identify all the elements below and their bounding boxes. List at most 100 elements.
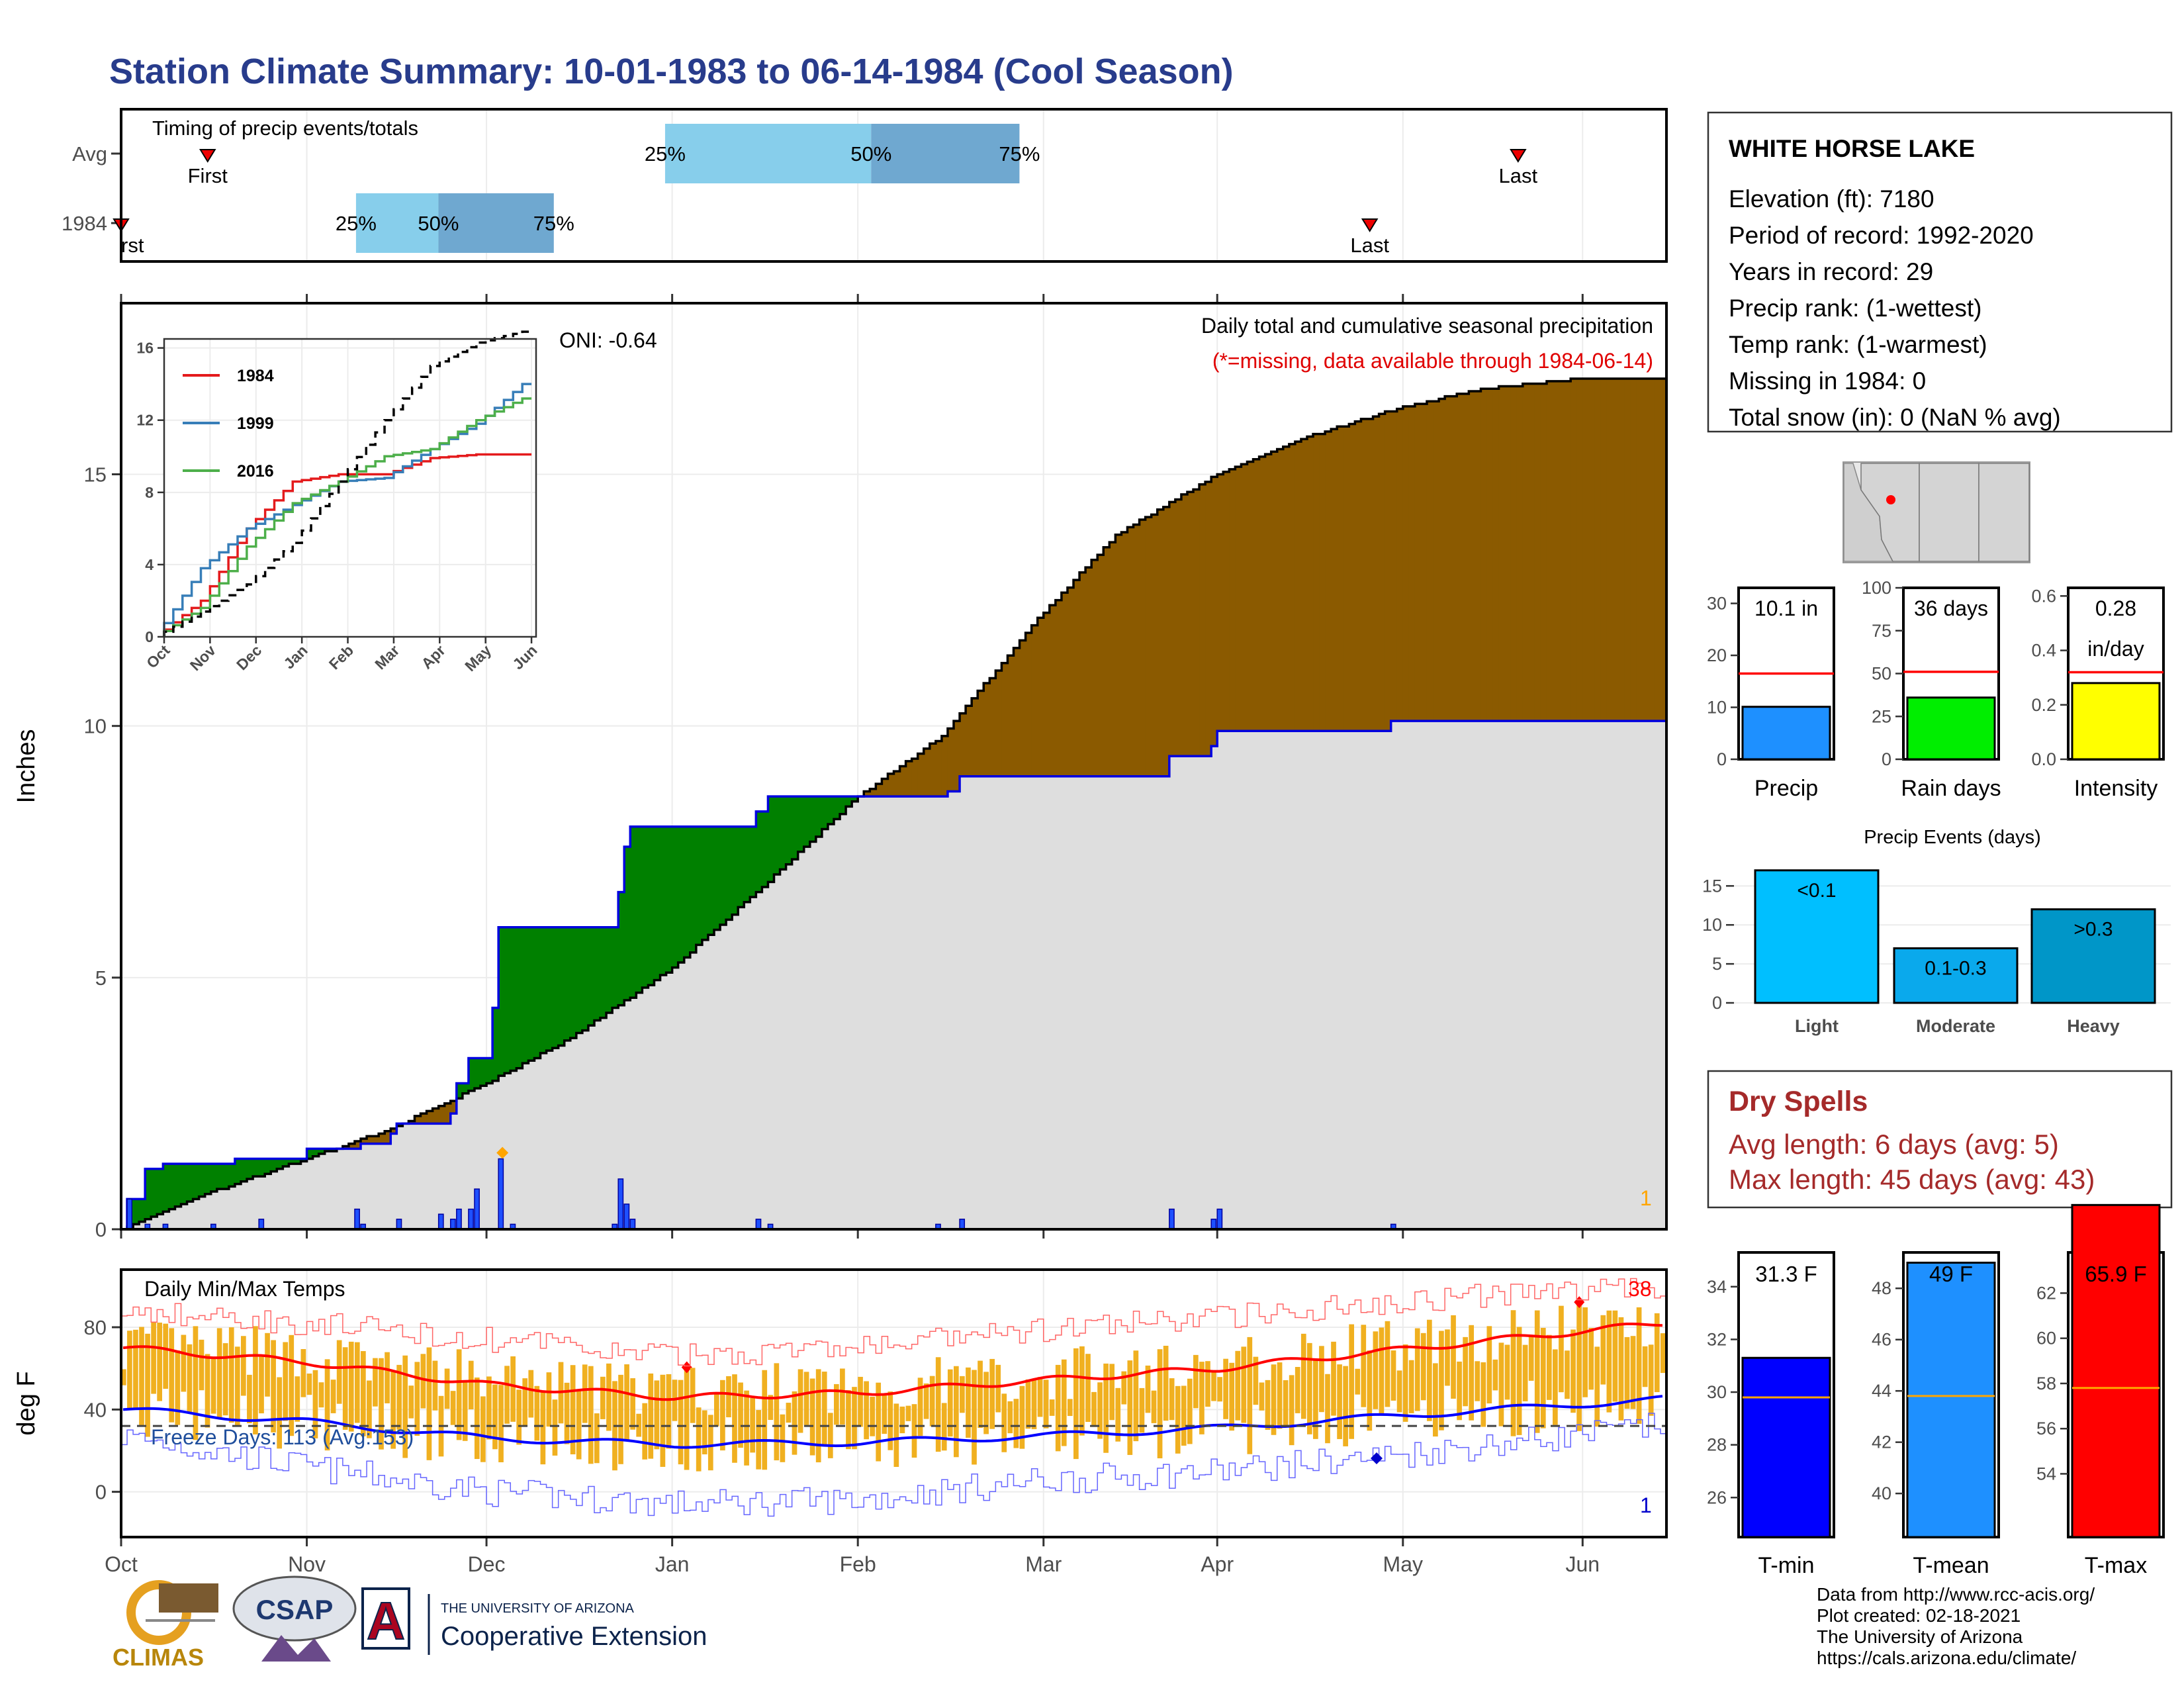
daily-temp-bar xyxy=(809,1378,815,1456)
precip-surplus-area xyxy=(175,1164,182,1207)
daily-temp-bar xyxy=(1570,1329,1576,1413)
daily-temp-bar xyxy=(145,1333,150,1437)
daily-temp-bar xyxy=(1600,1315,1606,1385)
daily-temp-bar xyxy=(738,1382,743,1448)
temp-bar-tick-label: 60 xyxy=(2036,1329,2056,1348)
temp-bar-tick-label: 62 xyxy=(2036,1283,2056,1303)
record-high-marker xyxy=(681,1361,692,1374)
precip-surplus-area xyxy=(139,1199,146,1222)
precip-deficit-area xyxy=(1480,389,1488,722)
dry-spells-max: Max length: 45 days (avg: 43) xyxy=(1729,1164,2095,1195)
daily-temp-bar xyxy=(1576,1302,1582,1431)
footer: CLIMAS CSAP A THE UNIVERSITY OF ARIZONA Coop… xyxy=(113,1575,2095,1671)
precip-surplus-area xyxy=(265,1158,271,1174)
daily-temp-bar xyxy=(390,1370,396,1449)
precip-deficit-area xyxy=(1157,509,1164,776)
daily-temp-bar xyxy=(1079,1346,1085,1436)
daily-temp-bar xyxy=(336,1340,342,1404)
timing-pct-label: 75% xyxy=(533,212,574,235)
precip-deficit-area xyxy=(1337,426,1343,731)
precip-deficit-area xyxy=(972,698,978,776)
precip-surplus-area xyxy=(815,796,823,837)
temp-bar-label: T-max xyxy=(2085,1553,2147,1578)
precip-deficit-area xyxy=(1426,401,1433,722)
precip-deficit-area xyxy=(1457,393,1463,722)
daily-temp-bar xyxy=(966,1367,971,1438)
mini-bar-tick-label: 20 xyxy=(1707,645,1727,665)
temp-panel-title: Daily Min/Max Temps xyxy=(144,1277,345,1301)
precip-deficit-area xyxy=(1540,383,1547,722)
event-category-label: Moderate xyxy=(1916,1016,1995,1036)
daily-temp-bar xyxy=(1492,1359,1498,1391)
precip-deficit-area xyxy=(373,1136,379,1144)
daily-temp-bar xyxy=(1553,1349,1558,1425)
precip-surplus-area xyxy=(630,826,637,998)
daily-temp-bar xyxy=(1313,1359,1318,1439)
daily-temp-bar xyxy=(1660,1333,1666,1374)
precip-deficit-area xyxy=(1061,592,1068,776)
precip-deficit-area xyxy=(1367,418,1374,731)
temp-bar-value xyxy=(1741,1356,1831,1538)
daily-temp-bar xyxy=(1624,1336,1630,1409)
daily-temp-bar xyxy=(157,1323,162,1401)
daily-temp-bar xyxy=(1127,1360,1133,1455)
record-max-line xyxy=(121,1278,1666,1367)
mini-bar-tick-label: 0.0 xyxy=(2031,749,2056,769)
daily-temp-bar xyxy=(1355,1368,1361,1395)
mini-bar-tick-label: 0 xyxy=(1717,749,1727,769)
precip-deficit-area xyxy=(1199,484,1206,757)
daily-temp-bar xyxy=(917,1378,923,1436)
precip-surplus-area xyxy=(187,1164,194,1202)
daily-temp-bar xyxy=(408,1385,414,1419)
daily-temp-bar xyxy=(1205,1361,1210,1407)
dry-spells-title: Dry Spells xyxy=(1729,1086,1868,1117)
daily-precip-bar xyxy=(258,1219,265,1230)
precip-deficit-area xyxy=(1612,379,1619,722)
temp-bar-tick-label: 26 xyxy=(1707,1487,1727,1507)
daily-temp-bar xyxy=(1534,1310,1540,1433)
daily-temp-bar xyxy=(175,1350,181,1425)
daily-temp-bar xyxy=(456,1349,462,1440)
daily-temp-bar xyxy=(636,1413,642,1437)
daily-temp-bar xyxy=(1439,1331,1444,1430)
mini-bar-tick-label: 0 xyxy=(1882,749,1891,769)
precip-deficit-area xyxy=(1300,439,1308,731)
mini-bar-tick-label: 30 xyxy=(1707,594,1727,614)
daily-temp-bar xyxy=(1283,1380,1289,1427)
precip-deficit-area xyxy=(1127,527,1134,776)
temp-bar-tick-label: 30 xyxy=(1707,1382,1727,1402)
precip-surplus-area xyxy=(648,826,655,986)
precip-surplus-area xyxy=(702,826,709,940)
precip-deficit-area xyxy=(1420,404,1428,722)
inset-line-1984 xyxy=(163,453,532,637)
station-info-line: Total snow (in): 0 (NaN % avg) xyxy=(1729,404,2061,431)
precip-deficit-area xyxy=(1139,519,1146,776)
temp-bar-tick-label: 54 xyxy=(2036,1464,2056,1483)
precip-ytick-label: 0 xyxy=(95,1218,107,1241)
daily-temp-bar xyxy=(702,1410,707,1455)
precip-deficit-area xyxy=(893,771,901,797)
timing-pct-label: 75% xyxy=(999,142,1040,165)
temp-bar-value-label: 49 F xyxy=(1929,1262,1973,1286)
events-title: Precip Events (days) xyxy=(1864,827,2041,848)
timing-bar-avg xyxy=(664,124,872,183)
precip-deficit-area xyxy=(1396,408,1404,722)
daily-temp-bar xyxy=(1457,1361,1462,1421)
events-tick-label: 15 xyxy=(1702,876,1722,896)
events-tick-label: 5 xyxy=(1712,954,1722,974)
timing-last-marker xyxy=(1361,218,1379,232)
event-bar xyxy=(2030,908,2156,1004)
precip-deficit-area xyxy=(1469,391,1475,722)
precip-surplus-area xyxy=(707,826,715,935)
precip-deficit-area xyxy=(960,713,966,776)
precip-surplus-area xyxy=(528,927,535,1061)
timing-title: Timing of precip events/totals xyxy=(152,117,418,140)
record-min-line xyxy=(121,1413,1666,1517)
precip-surplus-area xyxy=(462,1083,469,1094)
daily-temp-bar xyxy=(923,1383,929,1419)
precip-surplus-area xyxy=(780,796,787,870)
credit-line: The University of Arizona xyxy=(1817,1626,2023,1647)
precip-deficit-area xyxy=(954,721,960,792)
precip-deficit-area xyxy=(1325,431,1332,731)
temp-bar-tick-label: 58 xyxy=(2036,1374,2056,1393)
